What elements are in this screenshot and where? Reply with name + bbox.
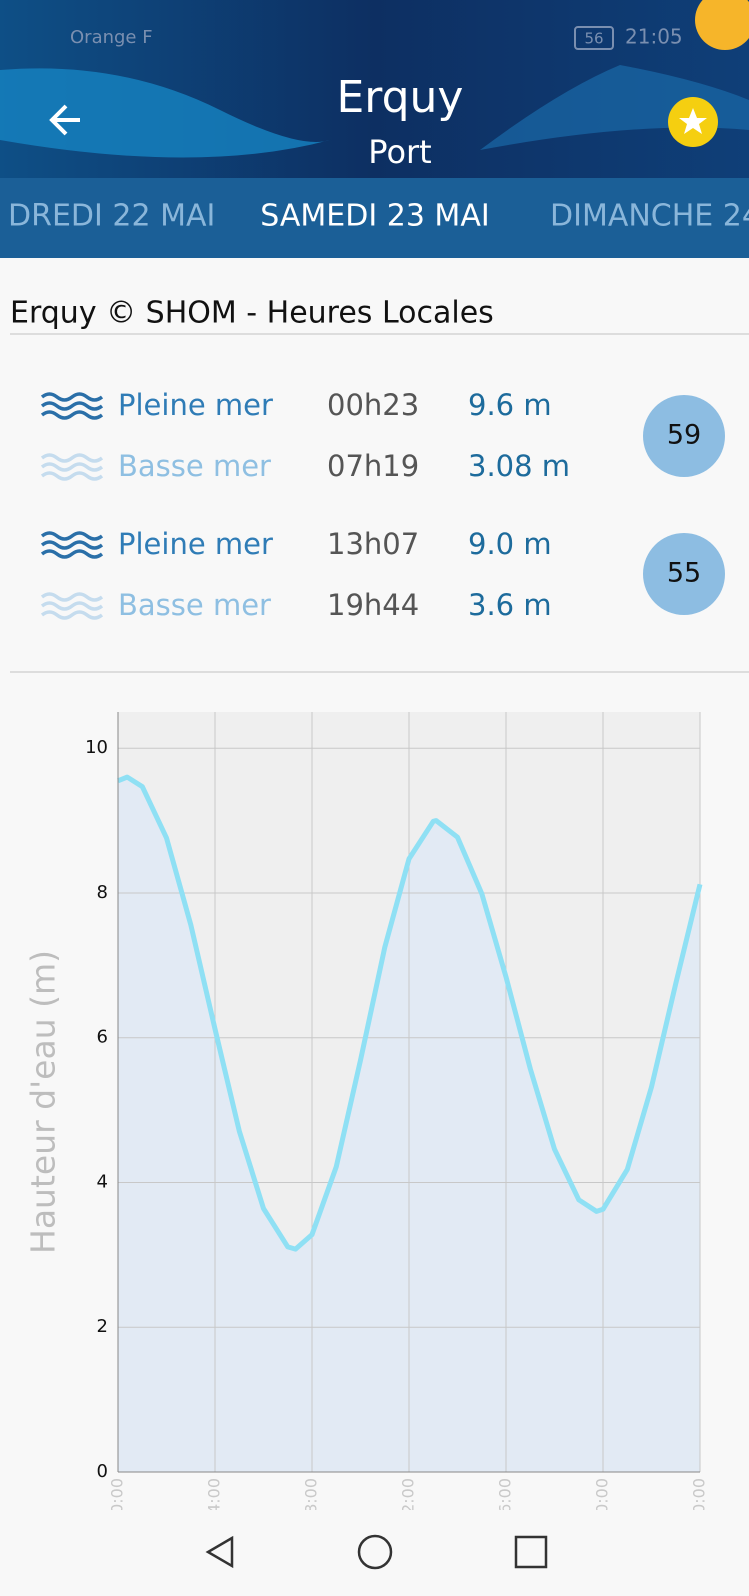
header-title: Erquy [337,72,464,123]
wave-icon [42,473,102,479]
section-title: Erquy © SHOM - Heures Locales [10,296,494,331]
y-tick-label: 6 [97,1027,108,1048]
clock: 21:05 [625,25,683,49]
tide-height: 9.0 m [468,527,552,561]
tide-time: 13h07 [327,527,419,561]
nav-bar [0,1510,749,1592]
wave-icon [42,394,102,400]
battery: 56 [584,30,603,48]
wave-icon [42,533,102,539]
tide-time: 19h44 [327,588,419,622]
tide-height: 3.6 m [468,588,552,622]
wave-icon [42,412,102,418]
coefficient: 59 [667,420,701,451]
wave-icon [42,551,102,557]
carrier: Orange F [70,27,153,48]
screen: Orange F 56 21:05 Erquy Port DREDI 22 MA… [0,0,749,1592]
tab[interactable]: DIMANCHE 24 [550,199,749,234]
tab[interactable]: DREDI 22 MAI [8,199,215,234]
wave-icon [42,542,102,548]
y-tick-label: 0 [97,1461,108,1482]
tide-time: 00h23 [327,388,419,422]
tide-height: 3.08 m [468,449,570,483]
wave-icon [42,594,102,600]
coefficient: 55 [667,558,701,589]
y-axis-label: Hauteur d'eau (m) [24,950,63,1254]
tab-active[interactable]: SAMEDI 23 MAI [260,199,489,234]
y-tick-label: 2 [97,1316,108,1337]
wave-icon [42,455,102,461]
tide-label: Pleine mer [118,527,273,561]
tide-time: 07h19 [327,449,419,483]
header-subtitle: Port [368,133,431,171]
tide-label: Basse mer [118,449,271,483]
y-tick-label: 8 [97,882,108,903]
tide-height: 9.6 m [468,388,552,422]
wave-icon [42,603,102,609]
tide-label: Pleine mer [118,388,273,422]
wave-icon [42,612,102,618]
wave-icon [42,464,102,470]
y-tick-label: 10 [85,737,108,758]
page: Orange F 56 21:05 Erquy Port DREDI 22 MA… [0,0,749,1592]
tide-label: Basse mer [118,588,271,622]
y-tick-label: 4 [97,1171,108,1192]
wave-icon [42,403,102,409]
